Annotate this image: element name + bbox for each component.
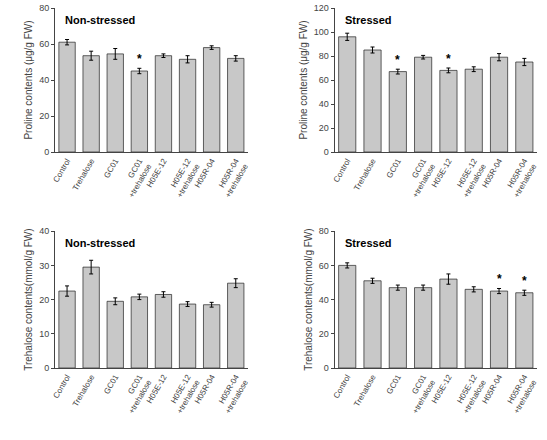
svg-text:100: 100 <box>314 27 329 37</box>
svg-text:H05R-04+trehalose: H05R-04+trehalose <box>214 373 250 416</box>
svg-text:*: * <box>446 52 451 66</box>
svg-text:H05E-12+trehalose: H05E-12+trehalose <box>452 157 488 200</box>
svg-text:H05E-12: H05E-12 <box>430 157 454 189</box>
svg-text:40: 40 <box>39 75 49 85</box>
svg-text:*: * <box>497 272 502 286</box>
svg-text:H05R-04: H05R-04 <box>480 373 504 406</box>
svg-text:20: 20 <box>39 111 49 121</box>
svg-text:10: 10 <box>39 329 49 339</box>
svg-text:H05E-12+trehalose: H05E-12+trehalose <box>452 373 488 416</box>
svg-text:Stressed: Stressed <box>345 237 391 249</box>
svg-text:0: 0 <box>44 147 49 157</box>
svg-text:Control: Control <box>52 157 73 184</box>
svg-text:Trehalose: Trehalose <box>352 157 378 193</box>
svg-text:20: 20 <box>39 295 49 305</box>
svg-text:Trehalose: Trehalose <box>71 157 97 193</box>
svg-text:Non-stressed: Non-stressed <box>65 237 135 249</box>
svg-text:60: 60 <box>319 261 329 271</box>
svg-text:GC01+trehalose: GC01+trehalose <box>402 157 438 200</box>
svg-text:Control: Control <box>332 373 353 400</box>
svg-text:Trehalose: Trehalose <box>71 373 97 409</box>
svg-text:H05R-04+trehalose: H05R-04+trehalose <box>503 373 539 416</box>
svg-text:0: 0 <box>324 363 329 373</box>
svg-text:*: * <box>137 52 142 66</box>
svg-text:Trehalose contents(mmol/g FW): Trehalose contents(mmol/g FW) <box>23 228 34 370</box>
svg-text:0: 0 <box>44 363 49 373</box>
svg-text:H05R-04+trehalose: H05R-04+trehalose <box>503 157 539 200</box>
svg-text:80: 80 <box>319 226 329 236</box>
svg-text:Proline contents (μg/g FW): Proline contents (μg/g FW) <box>23 20 34 139</box>
svg-text:40: 40 <box>39 226 49 236</box>
svg-text:60: 60 <box>39 39 49 49</box>
svg-text:H05R-04: H05R-04 <box>193 373 217 406</box>
svg-text:H05E-12: H05E-12 <box>145 157 169 189</box>
svg-text:40: 40 <box>319 99 329 109</box>
svg-text:H05E-12+trehalose: H05E-12+trehalose <box>166 157 202 200</box>
svg-text:120: 120 <box>314 3 329 13</box>
svg-text:H05R-04: H05R-04 <box>193 157 217 190</box>
svg-text:GC01+trehalose: GC01+trehalose <box>118 157 154 200</box>
svg-text:*: * <box>395 53 400 67</box>
svg-text:*: * <box>522 274 527 288</box>
svg-text:30: 30 <box>39 261 49 271</box>
svg-text:GC01+trehalose: GC01+trehalose <box>402 373 438 416</box>
svg-text:20: 20 <box>319 329 329 339</box>
svg-text:H05E-12+trehalose: H05E-12+trehalose <box>166 373 202 416</box>
svg-text:Non-stressed: Non-stressed <box>65 14 135 26</box>
svg-text:H05E-12: H05E-12 <box>430 373 454 405</box>
svg-text:60: 60 <box>319 75 329 85</box>
svg-text:H05E-12: H05E-12 <box>145 373 169 405</box>
svg-text:80: 80 <box>39 3 49 13</box>
svg-text:GC01: GC01 <box>385 373 404 396</box>
svg-text:40: 40 <box>319 295 329 305</box>
svg-text:GC01: GC01 <box>102 373 121 396</box>
svg-text:Trehalose: Trehalose <box>352 373 378 409</box>
svg-text:80: 80 <box>319 51 329 61</box>
svg-text:GC01: GC01 <box>385 157 404 180</box>
svg-text:GC01: GC01 <box>102 157 121 180</box>
svg-text:Trehalose contents(mmol/g FW): Trehalose contents(mmol/g FW) <box>303 228 314 370</box>
svg-text:H05R-04: H05R-04 <box>480 157 504 190</box>
svg-text:H05R-04+trehalose: H05R-04+trehalose <box>214 157 250 200</box>
svg-text:GC01+trehalose: GC01+trehalose <box>118 373 154 416</box>
svg-text:0: 0 <box>324 147 329 157</box>
svg-text:Stressed: Stressed <box>345 14 391 26</box>
svg-text:Control: Control <box>52 373 73 400</box>
svg-text:20: 20 <box>319 123 329 133</box>
svg-text:Control: Control <box>332 157 353 184</box>
svg-text:Proline contents (μg/g FW): Proline contents (μg/g FW) <box>298 20 309 139</box>
